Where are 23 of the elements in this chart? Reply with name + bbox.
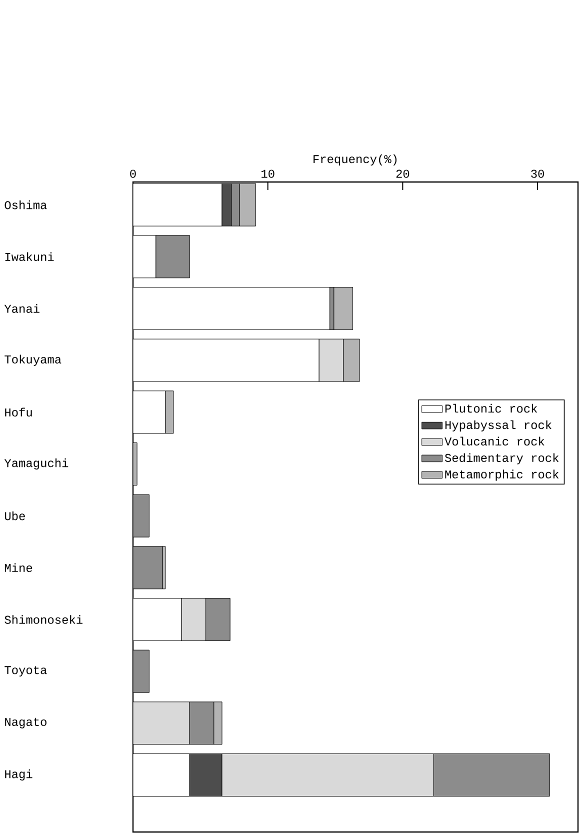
y-tick-label: Toyota (4, 666, 47, 677)
y-tick-label: Mine (4, 563, 32, 572)
x-tick-label: 20 (396, 170, 410, 178)
x-tick-label: 30 (531, 170, 544, 178)
legend-label: Hypabyssal rock (445, 420, 552, 432)
y-tick-label: Yamaguchi (4, 458, 68, 470)
y-tick-label: Tokuyama (4, 354, 62, 366)
legend-label: Volucanic rock (444, 436, 544, 446)
y-tick-label: Ube (5, 511, 25, 520)
legend-label: Plutonic rock (445, 404, 538, 413)
y-tick-label: Oshima (4, 200, 47, 210)
bar (334, 286, 354, 330)
legend-label: Metamorphic rock (445, 470, 559, 481)
legend-label: Sedimentary rock (444, 453, 559, 464)
y-tick-label: Yanai (4, 304, 40, 313)
x-axis-title: Frequency(%) (314, 154, 397, 166)
y-tick-label: Shimonoseki (4, 615, 82, 624)
y-tick-label: Hagi (5, 769, 32, 781)
y-tick-label: Hofu (5, 408, 32, 417)
x-tick-label: 0 (130, 170, 136, 178)
x-tick-label: 10 (262, 170, 274, 178)
y-tick-label: Nagato (5, 718, 46, 728)
y-tick-label: Iwakuni (5, 252, 54, 262)
